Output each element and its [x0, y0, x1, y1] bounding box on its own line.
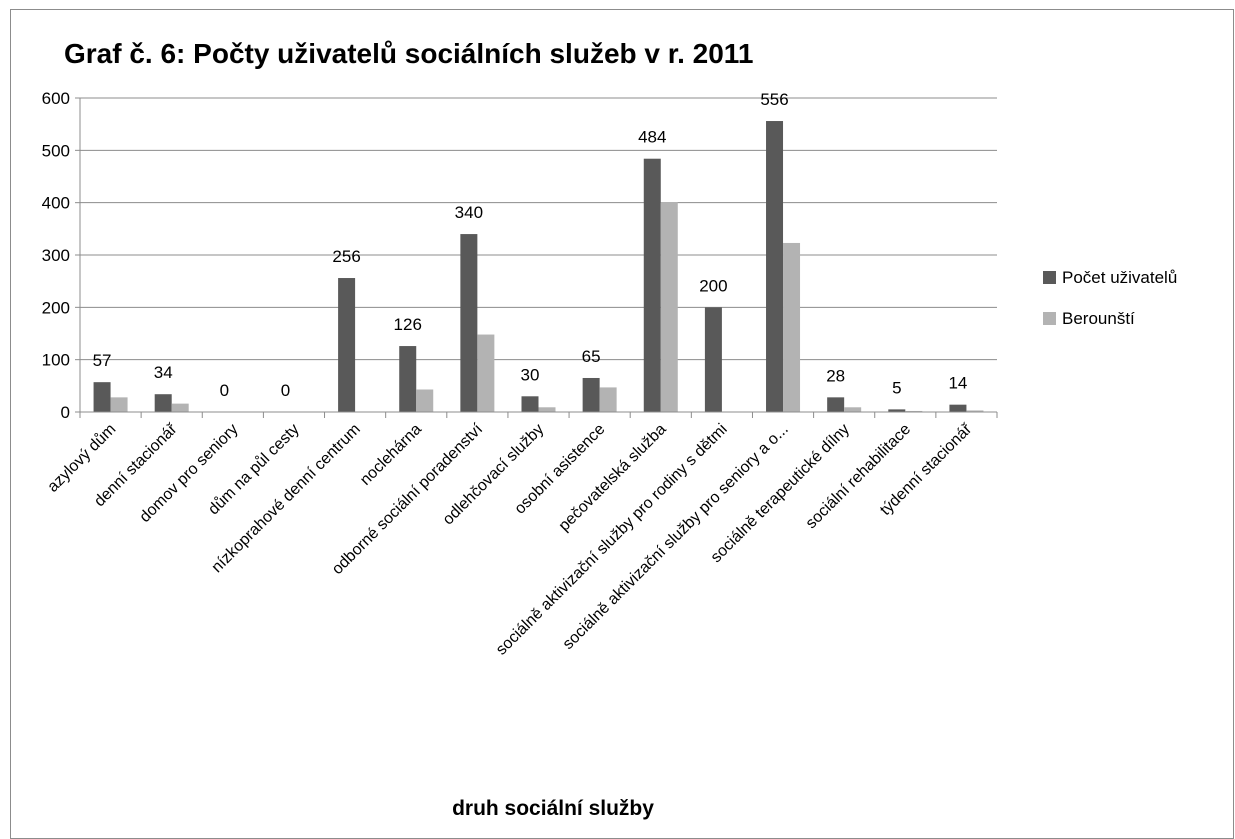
bar-series-2	[538, 407, 556, 412]
data-label: 14	[948, 374, 967, 393]
chart-title: Graf č. 6: Počty uživatelů sociálních sl…	[64, 38, 753, 69]
bar-series-2	[660, 202, 678, 412]
data-label: 200	[699, 276, 727, 295]
data-label: 28	[826, 366, 845, 385]
category-label: sociální rehabilitace	[803, 421, 914, 532]
bar-series-2	[844, 407, 862, 412]
category-label: sociálně aktivizační služby pro seniory …	[560, 421, 792, 653]
category-label: pečovatelská služba	[556, 421, 670, 535]
bar-series-2	[783, 242, 801, 412]
bar-series-2	[966, 410, 984, 412]
legend-label: Počet uživatelů	[1062, 268, 1177, 287]
legend-label: Berounští	[1062, 309, 1135, 328]
data-label: 126	[394, 315, 422, 334]
bar-series-1	[643, 158, 661, 412]
bar-series-1	[888, 409, 906, 412]
category-label: odlehčovací služby	[440, 421, 548, 529]
bar-series-1	[766, 121, 784, 412]
bar-series-2	[477, 334, 495, 412]
data-label: 0	[281, 381, 290, 400]
bar-series-2	[110, 397, 128, 412]
y-tick-label: 600	[42, 89, 70, 108]
y-tick-label: 100	[42, 351, 70, 370]
legend: Počet uživatelů Berounští	[1043, 268, 1177, 328]
data-label: 34	[154, 363, 173, 382]
y-tick-label: 500	[42, 141, 70, 160]
bar-series-1	[949, 404, 967, 412]
bar-series-2	[416, 389, 434, 412]
data-label: 340	[455, 203, 483, 222]
data-label: 5	[892, 378, 901, 397]
bar-series-1	[154, 394, 172, 412]
y-axis: 0 100 200 300 400 500 600	[42, 89, 81, 422]
legend-swatch	[1043, 312, 1056, 325]
category-label: noclehárna	[357, 421, 425, 489]
data-label: 256	[332, 247, 360, 266]
bar-series-2	[599, 387, 617, 412]
bar-series-1	[521, 396, 539, 412]
y-tick-label: 400	[42, 194, 70, 213]
bar-series-2	[905, 410, 923, 412]
bar-series-1	[582, 377, 600, 412]
data-label: 30	[521, 365, 540, 384]
x-axis-title: druh sociální služby	[452, 797, 654, 820]
bars	[93, 121, 984, 412]
y-tick-label: 200	[42, 298, 70, 317]
data-label: 0	[220, 381, 229, 400]
y-tick-label: 300	[42, 246, 70, 265]
bar-series-1	[827, 397, 845, 412]
bar-series-1	[93, 382, 111, 412]
bar-series-1	[399, 346, 417, 412]
data-label: 57	[93, 351, 112, 370]
bar-series-1	[460, 234, 478, 412]
bar-series-1	[338, 278, 356, 412]
x-axis	[79, 411, 998, 418]
data-label: 65	[582, 347, 601, 366]
bar-series-2	[171, 403, 189, 412]
legend-swatch	[1043, 271, 1056, 284]
y-tick-label: 0	[61, 403, 70, 422]
data-label: 556	[760, 90, 788, 109]
category-label: sociálně aktivizační služby pro rodiny s…	[493, 421, 731, 659]
gridlines	[80, 97, 997, 361]
bar-series-1	[704, 307, 722, 412]
data-label: 484	[638, 128, 666, 147]
